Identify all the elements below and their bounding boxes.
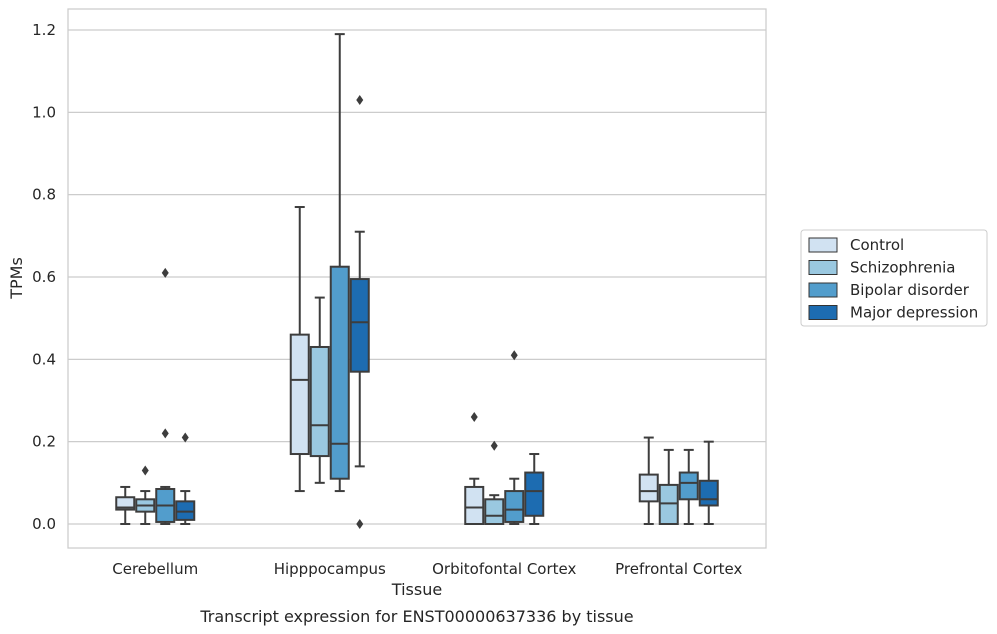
box-iqr: [504, 490, 525, 523]
box-bipolar-disorder: [504, 350, 525, 525]
x-tick-label: Hipppocampus: [274, 560, 386, 578]
outlier-point: [356, 519, 364, 529]
box-schizophrenia: [484, 440, 505, 525]
box-schizophrenia: [309, 296, 330, 484]
box-schizophrenia: [658, 448, 679, 525]
box-major-depression: [698, 440, 719, 525]
x-tick-labels: Cerebellum Hipppocampus Orbitofontal Corte…: [112, 560, 742, 578]
box-iqr: [638, 473, 659, 503]
box-major-depression: [175, 432, 196, 525]
box-bipolar-disorder: [155, 267, 176, 525]
y-tick-label: 1.0: [32, 103, 56, 121]
outlier-point: [356, 94, 364, 105]
x-tick-label: Orbitofontal Cortex: [432, 560, 576, 578]
outlier-point: [510, 350, 518, 361]
box-bipolar-disorder: [678, 448, 699, 525]
outlier-point: [181, 432, 189, 443]
box-iqr: [289, 333, 310, 456]
legend-swatch: [808, 237, 838, 253]
y-tick-label: 0.6: [32, 268, 56, 286]
outlier-point: [490, 440, 498, 451]
box-iqr: [175, 500, 196, 521]
gridlines: [68, 29, 766, 525]
y-tick-label: 0.8: [32, 186, 56, 204]
box-iqr: [658, 483, 679, 525]
legend-label: Major depression: [850, 304, 978, 322]
box-iqr: [484, 498, 505, 525]
y-tick-label: 0.4: [32, 350, 56, 368]
box-control: [638, 436, 659, 525]
outlier-point: [161, 267, 169, 278]
legend-frame: [800, 229, 988, 327]
box-iqr: [524, 471, 545, 517]
legend-swatch: [808, 305, 838, 320]
y-tick-label: 0.0: [32, 515, 56, 533]
plot-frame: [67, 8, 767, 549]
y-axis-label: TPMs: [7, 257, 26, 300]
figure-caption: Transcript expression for ENST0000063733…: [199, 607, 633, 626]
y-tick-label: 0.2: [32, 433, 56, 451]
legend-swatch: [808, 260, 838, 275]
x-tick-label: Prefrontal Cortex: [615, 560, 742, 578]
box-control: [464, 411, 485, 526]
y-tick-labels: 0.0 0.2 0.4 0.6 0.8 1.0 1.2: [32, 21, 56, 533]
legend-swatch: [808, 282, 838, 298]
box-iqr: [329, 265, 350, 480]
box-iqr: [309, 345, 330, 458]
box-control: [289, 206, 310, 493]
box-iqr: [349, 278, 370, 373]
box-iqr: [115, 496, 136, 511]
box-bipolar-disorder: [329, 33, 350, 493]
box-major-depression: [524, 453, 545, 525]
boxes: [115, 33, 719, 529]
box-iqr: [678, 471, 699, 501]
outlier-point: [161, 428, 169, 439]
outlier-point: [470, 411, 478, 422]
box-schizophrenia: [135, 465, 156, 525]
x-axis-label: Tissue: [391, 580, 442, 599]
box-control: [115, 485, 136, 525]
box-iqr: [464, 485, 485, 526]
legend-label: Control: [850, 236, 904, 254]
x-tick-label: Cerebellum: [112, 560, 198, 578]
box-major-depression: [349, 94, 370, 529]
legend-label: Schizophrenia: [850, 259, 955, 277]
legend: Control Schizophrenia Bipolar disorder Majo…: [800, 229, 988, 327]
y-tick-label: 1.2: [32, 21, 56, 39]
legend-label: Bipolar disorder: [850, 281, 970, 299]
outlier-point: [141, 465, 149, 476]
box-iqr: [698, 479, 719, 507]
